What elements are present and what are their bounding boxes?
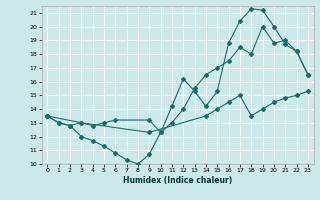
- X-axis label: Humidex (Indice chaleur): Humidex (Indice chaleur): [123, 176, 232, 185]
